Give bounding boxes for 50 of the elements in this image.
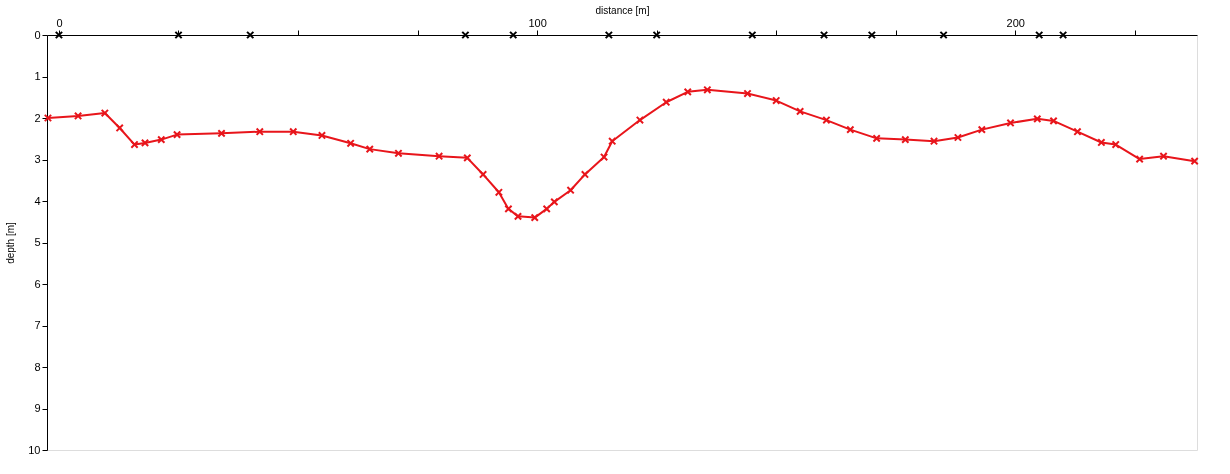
point [901,135,910,144]
y-tick-label: 3 [34,153,41,165]
point [1111,140,1120,149]
point [365,144,374,154]
point [748,30,757,40]
point [1073,127,1082,136]
point [54,30,64,40]
y-tick-label: 4 [34,194,41,207]
point [494,188,504,197]
y-tick-label: 9 [34,402,41,414]
point [929,137,939,146]
point [635,115,645,125]
point [1097,138,1106,147]
point [100,108,110,118]
point [43,113,53,123]
y-tick-label: 7 [34,319,41,331]
y-tick-label: 10 [28,443,41,456]
y-tick-label: 8 [34,360,41,373]
point [599,152,609,162]
point [246,30,255,40]
point [846,125,855,134]
y-tick-label: 6 [34,277,41,290]
point [115,123,124,133]
y-tick-label: 2 [34,111,41,124]
point [73,111,83,121]
point [140,138,150,148]
point [652,30,661,40]
x-tick-label: 100 [528,16,547,29]
point [743,89,752,98]
point [819,30,829,40]
point [217,129,226,138]
point [157,135,166,144]
y-tick-label: 0 [34,28,41,41]
x-axis-title: distance [m] [595,4,650,16]
point [530,213,539,222]
point [434,152,444,161]
point [1035,30,1044,40]
point [872,134,881,143]
point [509,30,518,40]
y-tick-label: 1 [34,70,41,82]
x-tick-label: 0 [56,16,63,29]
point [867,30,877,40]
y-axis-title: depth [m] [5,221,17,264]
point [683,87,692,97]
y-tick-label: 5 [34,236,41,248]
point [604,30,614,40]
point [394,149,403,158]
point [130,140,139,149]
x-tick-label: 200 [1006,16,1025,29]
point [1058,30,1068,40]
